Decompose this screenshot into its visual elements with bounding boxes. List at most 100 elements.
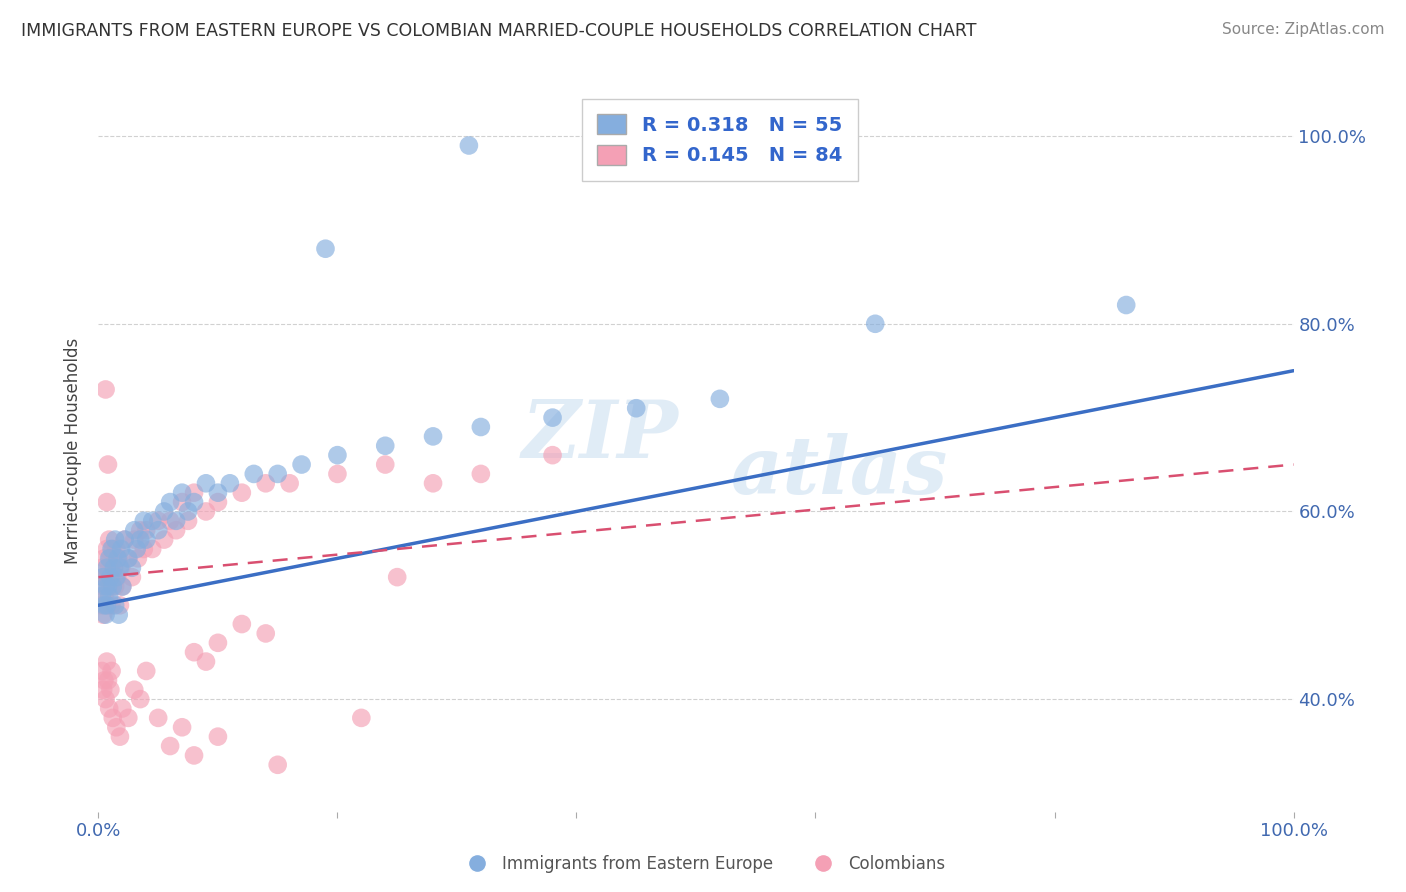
Point (93, 599, 115, 613)
Point (96, 541, 118, 556)
Point (101, 711, 124, 725)
Point (105, 570, 128, 584)
Point (458, 138, 481, 153)
Point (111, 580, 134, 594)
Point (98, 533, 121, 547)
Point (129, 692, 152, 706)
Point (267, 757, 290, 772)
Point (125, 541, 148, 556)
Point (91, 580, 114, 594)
Point (172, 485, 194, 500)
Point (91, 607, 114, 622)
Point (107, 551, 129, 566)
Point (1115, 298, 1137, 312)
Point (177, 504, 200, 518)
Point (124, 523, 146, 537)
Point (159, 495, 181, 509)
Point (121, 560, 143, 574)
Point (326, 467, 349, 481)
Point (108, 560, 131, 574)
Point (91, 589, 114, 603)
Point (101, 541, 124, 556)
Text: ZIP: ZIP (522, 397, 679, 475)
Point (183, 748, 205, 763)
Point (422, 476, 444, 491)
Point (98, 589, 121, 603)
Point (183, 645, 205, 659)
Point (267, 467, 290, 481)
Point (385, 570, 409, 584)
Point (94, 570, 117, 584)
Point (114, 533, 136, 547)
Point (124, 533, 146, 547)
Point (91, 570, 114, 584)
Point (108, 599, 131, 613)
Point (98, 560, 121, 574)
Point (97, 458, 120, 472)
Point (96, 495, 118, 509)
Point (470, 420, 492, 434)
Point (94, 383, 117, 397)
Point (104, 580, 127, 594)
Point (254, 626, 277, 640)
Point (195, 655, 218, 669)
Point (141, 514, 163, 528)
Point (107, 551, 129, 566)
Point (127, 551, 149, 566)
Point (177, 514, 200, 528)
Point (709, 392, 731, 406)
Point (165, 514, 187, 528)
Point (231, 485, 253, 500)
Point (159, 514, 181, 528)
Point (350, 711, 373, 725)
Point (110, 541, 132, 556)
Point (254, 476, 277, 491)
Point (541, 448, 564, 462)
Point (148, 514, 170, 528)
Point (93, 589, 115, 603)
Point (100, 570, 122, 584)
Point (105, 541, 128, 556)
Point (101, 580, 124, 594)
Point (219, 476, 242, 491)
Legend: Immigrants from Eastern Europe, Colombians: Immigrants from Eastern Europe, Colombia… (454, 848, 952, 880)
Point (98, 570, 122, 584)
Point (183, 495, 205, 509)
Point (207, 636, 229, 650)
Point (243, 467, 266, 481)
Point (117, 711, 139, 725)
Point (153, 504, 176, 518)
Point (100, 541, 122, 556)
Point (207, 485, 229, 500)
Point (183, 485, 205, 500)
Point (129, 523, 152, 537)
Point (374, 458, 396, 472)
Point (100, 599, 122, 613)
Point (98, 682, 122, 697)
Point (104, 533, 127, 547)
Point (96, 655, 118, 669)
Point (153, 533, 176, 547)
Point (90, 599, 112, 613)
Point (121, 570, 143, 584)
Point (93, 551, 115, 566)
Text: atlas: atlas (731, 434, 948, 511)
Point (195, 504, 218, 518)
Point (278, 476, 301, 491)
Point (195, 476, 218, 491)
Point (135, 664, 157, 678)
Point (100, 664, 122, 678)
Point (207, 495, 229, 509)
Point (93, 673, 115, 688)
Point (97, 580, 120, 594)
Point (315, 242, 337, 256)
Point (374, 439, 396, 453)
Point (541, 410, 564, 425)
Point (105, 720, 128, 734)
Point (98, 580, 122, 594)
Point (132, 541, 155, 556)
Point (291, 458, 314, 472)
Point (114, 533, 136, 547)
Point (103, 560, 125, 574)
Point (172, 495, 194, 509)
